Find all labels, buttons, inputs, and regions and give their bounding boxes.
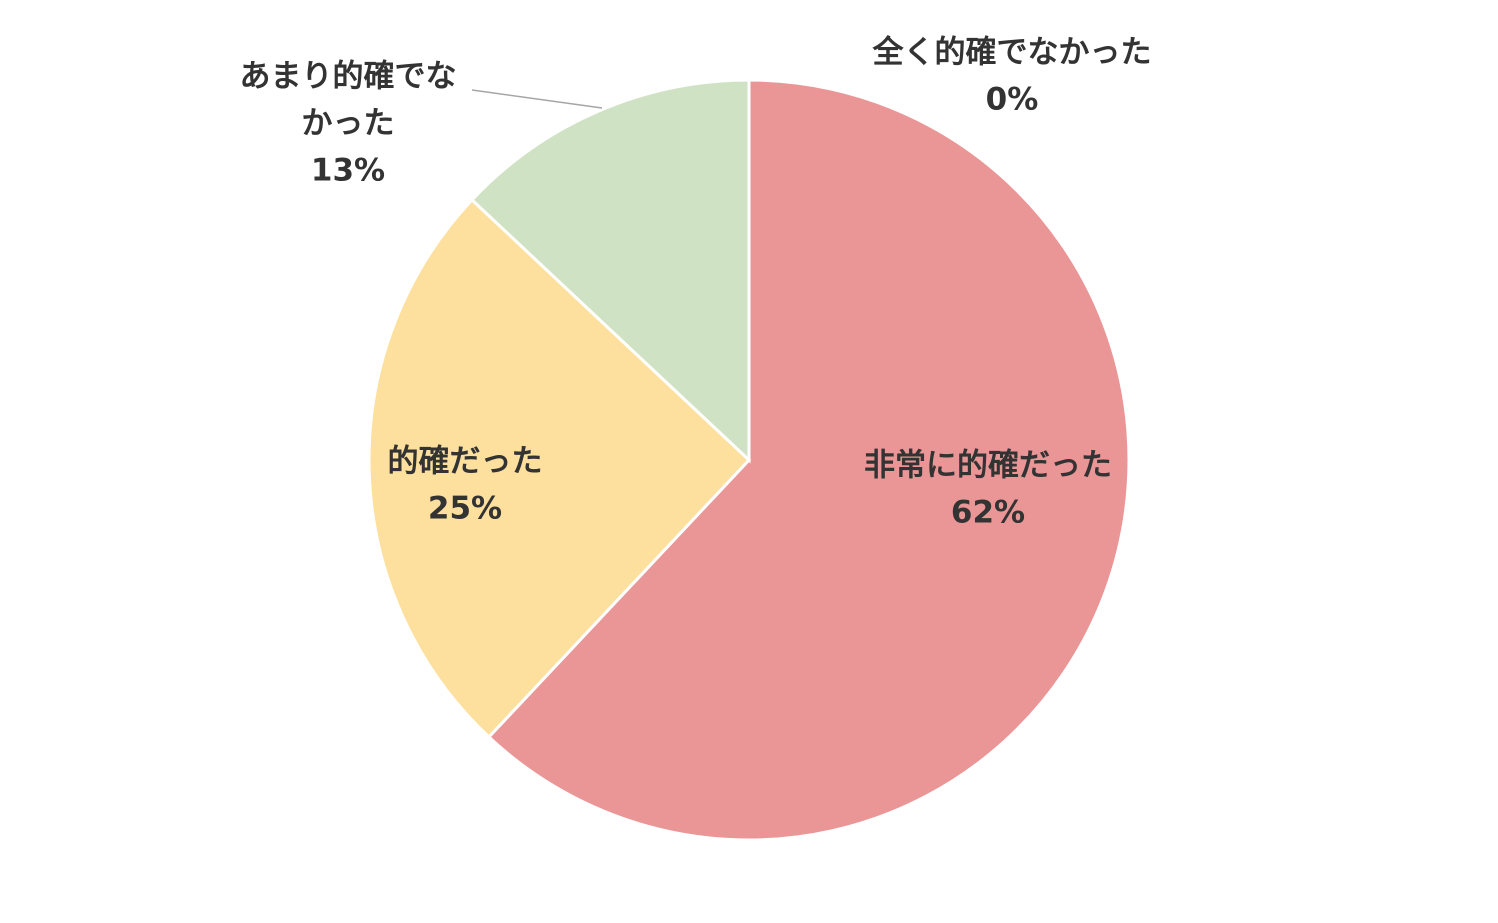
leader-lines bbox=[471, 89, 603, 109]
data-label-percent-2: 25% bbox=[428, 491, 502, 527]
data-label-category-1: 非常に的確だった bbox=[864, 448, 1112, 484]
pie-slice-1 bbox=[486, 78, 1131, 842]
pie-slice-2 bbox=[367, 197, 752, 740]
pie-slices bbox=[367, 78, 1131, 842]
data-label-category-3: かった bbox=[302, 106, 395, 142]
leader-line-3 bbox=[471, 89, 603, 109]
data-label-percent-1: 62% bbox=[951, 495, 1025, 531]
data-label-percent-4: 0% bbox=[986, 82, 1039, 118]
pie-slice-3 bbox=[469, 78, 751, 464]
data-label-category-2: 的確だった bbox=[388, 444, 543, 480]
data-label-category-4: 全く的確でなかった bbox=[872, 35, 1152, 71]
data-label-percent-3: 13% bbox=[311, 153, 385, 189]
data-label-category-3: あまり的確でな bbox=[240, 59, 457, 95]
